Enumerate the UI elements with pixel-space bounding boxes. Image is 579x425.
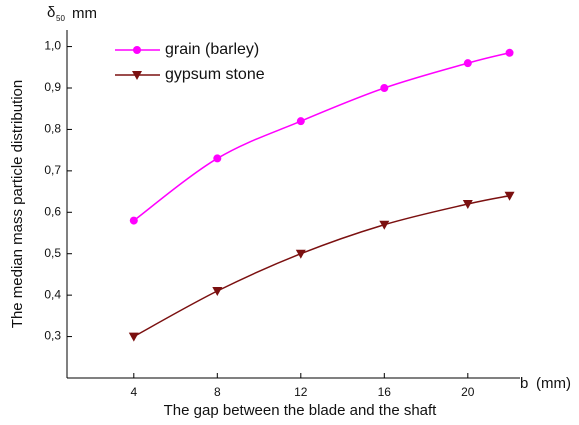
- marker: [463, 59, 472, 68]
- x-axis-label: The gap between the blade and the shaft: [164, 402, 438, 419]
- x-tick-label: 20: [461, 385, 475, 399]
- legend-label: grain (barley): [165, 41, 259, 58]
- marker: [379, 220, 390, 230]
- y-tick-label: 0,3: [44, 329, 61, 343]
- marker: [505, 48, 514, 57]
- y-unit: mm: [72, 5, 97, 22]
- marker: [295, 249, 306, 259]
- x-tick-label: 8: [214, 385, 221, 399]
- x-unit: (mm): [536, 375, 571, 392]
- x-tick-label: 4: [130, 385, 137, 399]
- marker: [212, 287, 223, 296]
- legend-marker: [133, 46, 141, 54]
- y-tick-label: 0,6: [44, 204, 61, 218]
- y-unit-subscript: 50: [56, 14, 65, 23]
- y-tick-label: 0,5: [44, 246, 61, 260]
- y-tick-label: 0,7: [44, 163, 61, 177]
- y-tick-label: 0,8: [44, 122, 61, 136]
- legend-marker: [132, 71, 142, 80]
- x-unit-symbol: b: [520, 375, 528, 392]
- marker: [462, 200, 473, 209]
- x-tick-label: 12: [294, 385, 308, 399]
- marker: [504, 191, 515, 201]
- marker: [380, 84, 389, 92]
- marker: [296, 117, 305, 126]
- series-line: [133, 194, 510, 338]
- legend-label: gypsum stone: [165, 66, 265, 83]
- y-tick-label: 0,4: [44, 287, 61, 301]
- y-tick-label: 1,0: [44, 39, 61, 53]
- x-tick-label: 16: [378, 385, 392, 399]
- y-tick-label: 0,9: [44, 80, 61, 94]
- y-axis-label: The median mass particle distribution: [9, 80, 26, 328]
- marker: [129, 216, 138, 225]
- marker: [128, 332, 139, 342]
- marker: [213, 154, 222, 163]
- y-unit-symbol: δ: [47, 4, 55, 21]
